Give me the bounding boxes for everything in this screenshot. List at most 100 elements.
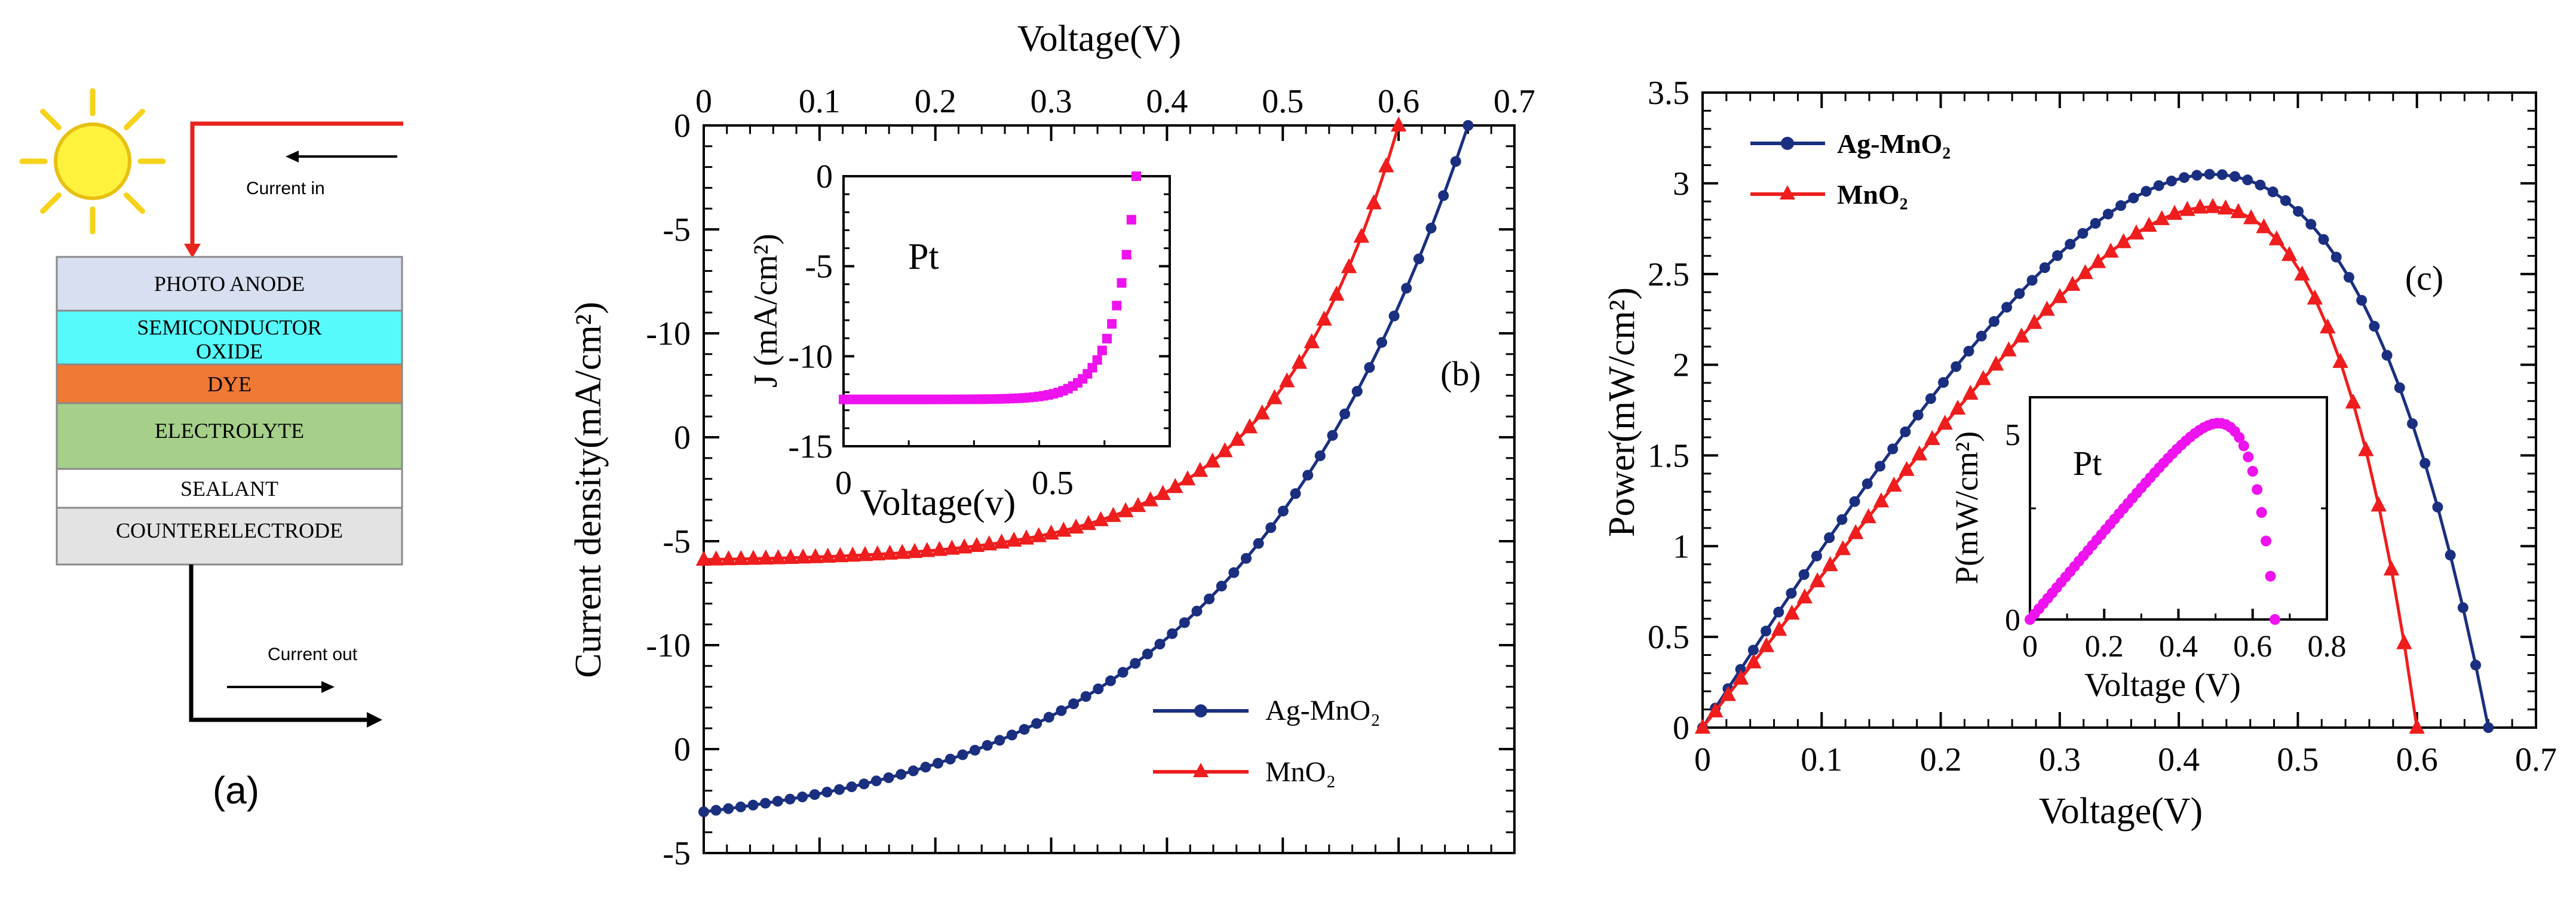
- b-series-MnO2-point: [1279, 372, 1295, 388]
- c-series-MnO2-point: [1911, 445, 1928, 461]
- y-tick-label: 0.5: [1648, 619, 1689, 656]
- b-series-Ag-MnO2-point: [1241, 553, 1252, 564]
- b-series-Ag-MnO2-point: [710, 805, 722, 816]
- x-tick-label: 0: [1694, 741, 1711, 778]
- c-series-MnO2-point: [1886, 476, 1902, 492]
- y-tick-label: -10: [646, 315, 691, 352]
- panel-b-jv-chart: 0 0.1 0.2 0.3 0.4 0.5 0.6 0.7 0 -5 -10 0 -5 -10 0 -5 Vo…: [568, 19, 1535, 872]
- b-series-Ag-MnO2-point: [1130, 658, 1141, 669]
- c-series-Ag-MnO2-point: [2216, 169, 2228, 180]
- c-series-MnO2-point: [1707, 702, 1724, 717]
- b-series-Ag-MnO2-point: [747, 799, 759, 811]
- c-series-Ag-MnO2-point: [1849, 496, 1860, 507]
- c-series-MnO2-point: [2409, 719, 2425, 734]
- b-series-Ag-MnO2-point: [896, 769, 907, 780]
- b-series-MnO2-point: [1142, 491, 1158, 507]
- b-inset-y-label: J (mA/cm²): [747, 234, 784, 388]
- c-series-Ag-MnO2-point: [2052, 250, 2063, 261]
- c-series-Ag-MnO2-point: [2191, 170, 2203, 181]
- b-series-MnO2-point: [1204, 452, 1220, 468]
- current-in-arrow-head: [286, 151, 299, 162]
- b-series-Ag-MnO2-point: [809, 789, 820, 800]
- c-series-MnO2-point: [1949, 399, 1966, 415]
- c-series-MnO2-point: [2268, 230, 2285, 246]
- b-series-Ag-MnO2-point: [1142, 648, 1153, 659]
- c-series-MnO2-point: [2141, 216, 2157, 232]
- current-out-wire: [189, 565, 369, 722]
- b-series-MnO2-point: [981, 535, 997, 551]
- x-tick-label: 0.7: [1494, 83, 1535, 120]
- current-out-label: Current out: [268, 645, 358, 664]
- c-series-MnO2-point: [2192, 198, 2208, 214]
- current-in-label: Current in: [246, 179, 325, 198]
- b-series-MnO2-point: [956, 538, 973, 554]
- b-series-Ag-MnO2-point: [735, 801, 746, 812]
- b-series-MnO2-point: [733, 550, 749, 565]
- c-series-MnO2-point: [2383, 560, 2400, 576]
- layer-dye: [56, 363, 403, 404]
- y-tick-label: -15: [788, 428, 833, 465]
- b-series-Ag-MnO2-point: [1154, 639, 1166, 650]
- b-series-MnO2-point: [1068, 518, 1084, 534]
- x-tick-label: 0.2: [2085, 630, 2124, 664]
- layer-electrolyte: [56, 402, 403, 470]
- c-inset-pt-point: [2256, 507, 2267, 518]
- c-inset-pt-point: [2261, 535, 2272, 547]
- c-series-MnO2-point: [2204, 198, 2221, 213]
- b-series-Ag-MnO2-point: [920, 762, 931, 773]
- c-legend-ag-label: Ag-MnO₂: [1837, 128, 1951, 159]
- c-series-Ag-MnO2-point: [1761, 625, 1772, 637]
- b-series-MnO2-point: [968, 536, 985, 553]
- b-series-Ag-MnO2-point: [797, 792, 808, 803]
- b-series-MnO2-point: [1304, 333, 1320, 348]
- c-inset-y-tick-label: 0: [2005, 603, 2020, 637]
- b-series-Ag-MnO2-point: [1043, 711, 1054, 723]
- c-series-Ag-MnO2-point: [2369, 321, 2380, 332]
- c-series-MnO2-point: [1988, 355, 2004, 371]
- x-tick-label: 0.5: [1262, 83, 1304, 120]
- c-series-Ag-MnO2-point: [1988, 316, 2000, 327]
- b-series-MnO2-point: [1366, 194, 1382, 210]
- c-series-Ag-MnO2-point: [2432, 501, 2443, 513]
- c-series-MnO2-point: [2001, 341, 2017, 357]
- b-series-MnO2-point: [1179, 470, 1196, 486]
- c-series-MnO2-point: [2065, 275, 2081, 291]
- x-tick-label: 0.3: [2039, 741, 2081, 778]
- b-series-Ag-MnO2-point: [994, 735, 1005, 746]
- x-tick-label: 0.2: [915, 83, 956, 120]
- y-tick-label: -5: [663, 835, 691, 872]
- c-series-MnO2-point: [2026, 314, 2043, 329]
- b-series-MnO2-point: [944, 539, 960, 555]
- c-inset-label: Pt: [2073, 444, 2102, 483]
- c-panel-label: (c): [2405, 259, 2443, 297]
- c-series-Ag-MnO2-point: [2026, 275, 2038, 286]
- c-series-MnO2-point: [1694, 719, 1711, 734]
- c-series-Ag-MnO2-point: [2102, 208, 2114, 220]
- c-y-axis-label: Power(mW/cm²): [1602, 287, 1642, 537]
- c-series-Ag-MnO2-point: [2407, 418, 2418, 430]
- x-tick-label: 0.8: [2308, 630, 2347, 664]
- x-tick-label: 0.1: [799, 83, 841, 120]
- c-series-Ag-MnO2-point: [1747, 645, 1759, 656]
- c-series-MnO2-point: [2090, 253, 2106, 268]
- c-series-MnO2-point: [2115, 233, 2132, 249]
- b-series-Ag-MnO2-point: [883, 772, 894, 783]
- c-series-Ag-MnO2-point: [2204, 168, 2215, 180]
- c-series-MnO2-point: [2103, 243, 2119, 258]
- layer-label-oxide: OXIDE: [196, 339, 263, 363]
- c-series-Ag-MnO2-point: [2128, 192, 2139, 204]
- b-series-Ag-MnO2-point: [1450, 156, 1461, 167]
- c-x-axis-label: Voltage(V): [2039, 791, 2203, 832]
- c-series-Ag-MnO2-point: [1773, 606, 1784, 618]
- c-series-Ag-MnO2-point: [2039, 262, 2050, 274]
- b-inset-pt-point: [1112, 300, 1122, 311]
- y-tick-label: 0: [674, 108, 691, 145]
- b-series-Ag-MnO2-point: [1080, 691, 1091, 702]
- b-series-MnO2-point: [993, 533, 1010, 549]
- b-series-MnO2-point: [1167, 478, 1183, 493]
- c-series-Ag-MnO2-point: [1976, 330, 1987, 342]
- b-series-Ag-MnO2-point: [907, 765, 919, 777]
- c-series-MnO2-point: [1873, 492, 1890, 508]
- y-tick-label: 1.5: [1648, 437, 1689, 474]
- b-series-Ag-MnO2-point: [970, 744, 981, 756]
